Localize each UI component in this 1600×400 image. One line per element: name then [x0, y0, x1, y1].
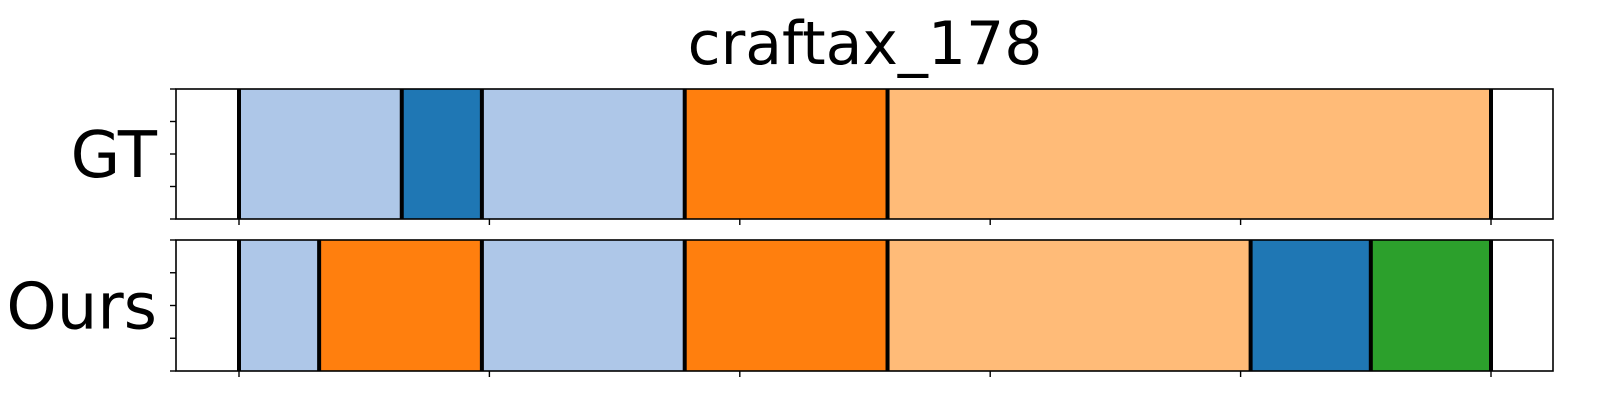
- segment-blue: [1250, 240, 1371, 371]
- row-label-ours: Ours: [6, 271, 157, 345]
- row-ours: Ours: [6, 239, 1554, 377]
- segment-light-orange: [887, 240, 1251, 371]
- segment-orange: [684, 89, 888, 219]
- segment-orange: [684, 240, 888, 371]
- segment-light-blue: [239, 240, 320, 371]
- segment-light-orange: [887, 89, 1491, 219]
- timeline-rows: GT Ours: [6, 88, 1554, 377]
- row-label-gt: GT: [71, 119, 158, 193]
- segment-light-blue: [481, 240, 685, 371]
- segment-light-blue: [481, 89, 685, 219]
- row-gt: GT: [71, 88, 1554, 225]
- segment-light-blue: [239, 89, 402, 219]
- chart-title: craftax_178: [688, 9, 1043, 79]
- segment-blue: [401, 89, 482, 219]
- segment-green: [1370, 240, 1491, 371]
- segment-orange: [319, 240, 482, 371]
